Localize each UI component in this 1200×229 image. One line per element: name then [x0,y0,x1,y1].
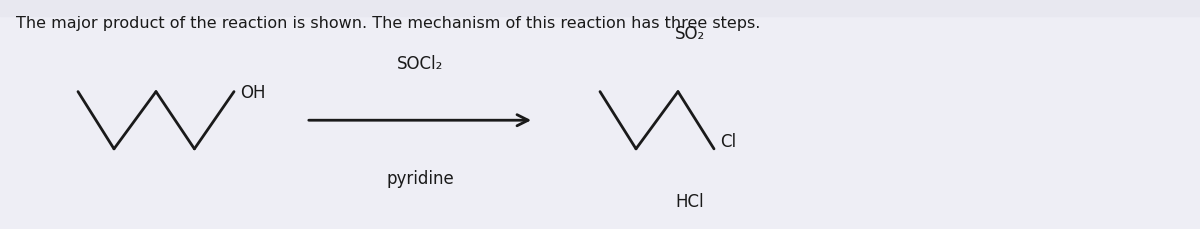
Text: SOCl₂: SOCl₂ [397,55,443,73]
Text: Cl: Cl [720,133,736,151]
Text: SO₂: SO₂ [674,25,706,43]
Text: The major product of the reaction is shown. The mechanism of this reaction has t: The major product of the reaction is sho… [16,16,760,31]
Text: OH: OH [240,84,265,102]
Bar [0,0,1200,16]
Text: pyridine: pyridine [386,170,454,188]
Text: HCl: HCl [676,193,704,210]
